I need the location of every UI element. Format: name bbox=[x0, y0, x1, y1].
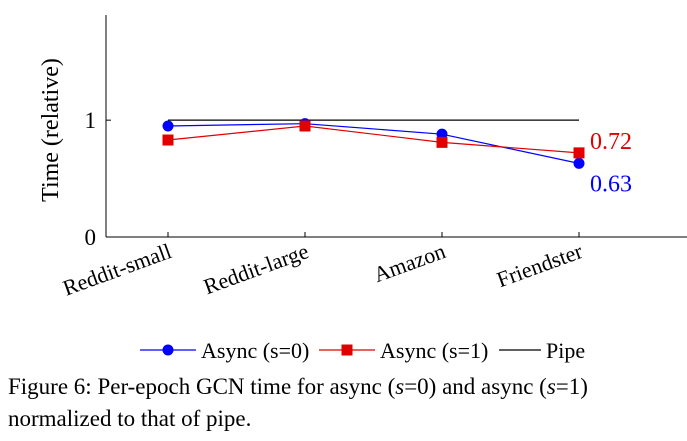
data-point bbox=[162, 134, 174, 146]
series-layer bbox=[162, 118, 585, 169]
data-point bbox=[573, 147, 585, 159]
x-tick-label: Reddit-large bbox=[200, 238, 312, 299]
series-async-s-0- bbox=[162, 118, 585, 169]
x-tick-label: Friendster bbox=[493, 238, 586, 292]
data-point bbox=[299, 120, 311, 132]
annotation-layer: 0.72 0.63 bbox=[590, 129, 632, 198]
legend: Async (s=0) Async (s=1) Pipe bbox=[140, 338, 585, 363]
y-tick-label: 0 bbox=[85, 225, 97, 250]
y-axis-label: Time (relative) bbox=[38, 58, 64, 202]
caption-mid: =0) and async ( bbox=[404, 374, 547, 399]
x-tick-label: Amazon bbox=[370, 238, 449, 287]
data-point bbox=[162, 120, 174, 132]
legend-item: Async (s=0) bbox=[140, 338, 309, 363]
y-tick-label: 1 bbox=[85, 108, 97, 133]
data-point bbox=[573, 157, 585, 169]
data-point bbox=[436, 136, 448, 148]
legend-label: Async (s=0) bbox=[201, 338, 309, 363]
series-line bbox=[167, 125, 580, 154]
line-chart: 0 1 Time (relative) Reddit-small Reddit-larg… bbox=[38, 15, 687, 363]
data-label: 0.72 bbox=[590, 129, 632, 155]
series-line bbox=[167, 123, 580, 164]
legend-label: Pipe bbox=[546, 338, 585, 363]
caption-suffix: =1) normalized to that of pipe. bbox=[8, 374, 588, 431]
legend-marker bbox=[162, 344, 174, 356]
legend-item: Async (s=1) bbox=[319, 338, 488, 363]
caption-var-2: s bbox=[546, 374, 556, 399]
data-label: 0.63 bbox=[590, 171, 632, 197]
x-tick-label: Reddit-small bbox=[59, 238, 174, 300]
caption-var-1: s bbox=[395, 374, 405, 399]
legend-marker bbox=[341, 344, 353, 356]
legend-item: Pipe bbox=[499, 338, 585, 363]
figure-caption: Figure 6: Per-epoch GCN time for async (… bbox=[8, 371, 680, 435]
series-async-s-1- bbox=[162, 120, 585, 159]
legend-label: Async (s=1) bbox=[380, 338, 488, 363]
caption-prefix: Figure 6: Per-epoch GCN time for async ( bbox=[8, 374, 396, 399]
axes: 0 1 Time (relative) Reddit-small Reddit-larg… bbox=[38, 15, 687, 301]
